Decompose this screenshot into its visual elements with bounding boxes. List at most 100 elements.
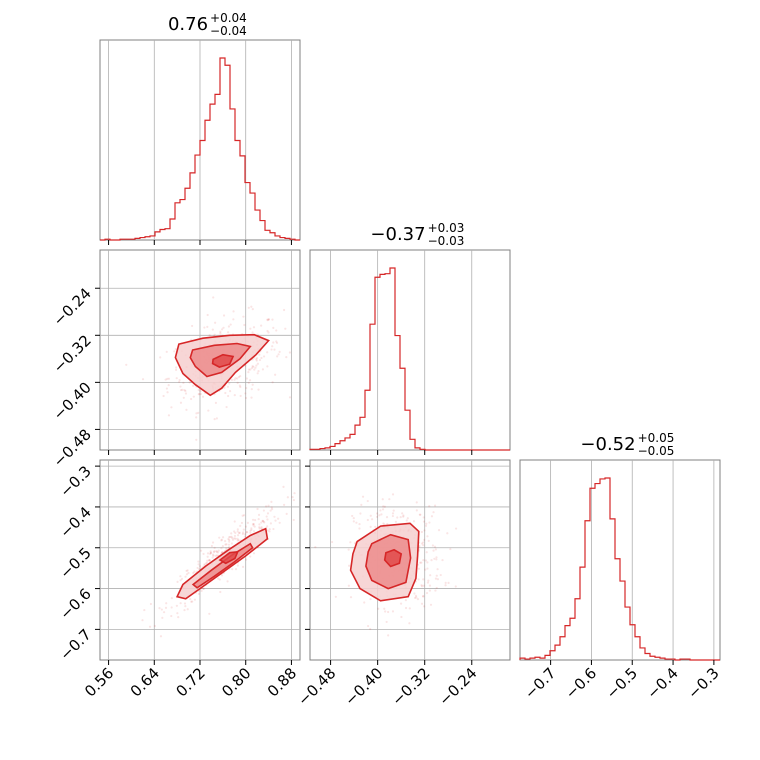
sample-point	[444, 584, 447, 587]
sample-point	[175, 366, 178, 369]
sample-point	[225, 547, 228, 550]
y-tick-label-2: −0.5	[56, 544, 94, 582]
sample-point	[253, 525, 256, 528]
sample-point	[200, 589, 203, 592]
sample-point	[220, 538, 223, 541]
sample-point	[402, 515, 405, 518]
sample-point	[206, 313, 209, 317]
sample-point	[293, 492, 296, 495]
sample-point	[266, 318, 269, 321]
sample-point	[276, 355, 279, 358]
sample-point	[226, 385, 230, 388]
sample-point	[255, 364, 258, 367]
sample-point	[159, 635, 163, 638]
contour-line-2	[211, 353, 235, 368]
sample-point	[165, 602, 168, 605]
contour-panel-2: −0.48 −0.40 −0.32 −0.24	[294, 459, 511, 709]
sample-point	[250, 396, 253, 399]
sample-point	[236, 381, 239, 384]
sample-point	[302, 381, 304, 383]
sample-point	[179, 579, 182, 582]
sample-point	[202, 587, 205, 590]
sample-point	[170, 597, 173, 600]
sample-point	[245, 377, 248, 380]
sample-point	[266, 529, 269, 532]
sample-point	[141, 619, 144, 622]
sample-point	[190, 600, 193, 603]
sample-point	[178, 380, 181, 384]
sample-point	[179, 602, 182, 605]
sample-point	[272, 326, 275, 329]
sample-point	[255, 359, 258, 362]
contour-panel-0: −0.48−0.40−0.32−0.24	[50, 249, 306, 471]
contour-content-0	[125, 296, 306, 441]
sample-point	[271, 381, 274, 384]
sample-point	[383, 505, 386, 508]
sample-point	[162, 394, 165, 398]
sample-point	[378, 514, 381, 517]
sample-point	[143, 608, 146, 612]
y-tick-label-3: −0.24	[50, 284, 95, 329]
sample-point	[176, 612, 179, 615]
sample-point	[227, 394, 230, 398]
sample-point	[273, 515, 276, 518]
sample-point	[201, 395, 205, 398]
sample-point	[209, 551, 213, 554]
sample-point	[220, 574, 224, 577]
sample-point	[434, 577, 438, 580]
sample-point	[239, 524, 242, 527]
sample-point	[304, 345, 306, 347]
sample-point	[385, 620, 388, 624]
sample-point	[226, 331, 230, 334]
y-tick-label-0: −0.48	[50, 426, 95, 471]
sample-point	[160, 608, 163, 611]
sample-point	[178, 378, 181, 382]
sample-point	[371, 518, 374, 521]
sample-point	[408, 607, 411, 610]
sample-point	[285, 512, 288, 515]
sample-point	[433, 504, 437, 507]
sample-point	[258, 353, 261, 356]
sample-point	[233, 534, 237, 538]
sample-point	[230, 378, 234, 381]
sample-point	[244, 392, 247, 395]
sample-point	[363, 601, 366, 604]
sample-point	[256, 362, 260, 365]
sample-point	[437, 528, 441, 532]
sample-point	[251, 308, 254, 311]
sample-point	[191, 600, 194, 603]
sample-point	[352, 517, 355, 520]
sample-point	[236, 377, 239, 380]
sample-point	[238, 531, 241, 534]
sample-point	[208, 559, 211, 562]
sample-point	[405, 519, 408, 522]
contour-fill-1	[193, 543, 253, 588]
sample-point	[262, 520, 265, 523]
sample-point	[148, 625, 152, 628]
sample-point	[233, 537, 236, 540]
sample-point	[413, 596, 417, 600]
sample-point	[252, 552, 256, 555]
sample-point	[179, 401, 183, 404]
sample-point	[230, 535, 233, 538]
sample-point	[267, 318, 270, 321]
sample-point	[161, 616, 164, 619]
sample-point	[366, 518, 369, 522]
x-tick-label-0: −0.48	[294, 664, 339, 709]
sample-point	[214, 401, 218, 404]
sample-point	[435, 556, 438, 559]
sample-point	[182, 396, 185, 399]
sample-point	[183, 388, 186, 392]
sample-point	[236, 564, 239, 567]
sample-point	[284, 327, 287, 330]
sample-point	[270, 500, 273, 503]
sample-point	[400, 615, 403, 619]
sample-point	[176, 580, 179, 583]
sample-point	[212, 554, 215, 557]
param-title-minus-1: −0.03	[428, 234, 465, 248]
sample-point	[379, 509, 382, 512]
sample-point	[270, 508, 274, 511]
sample-point	[375, 512, 379, 515]
sample-point	[273, 348, 276, 351]
sample-point	[404, 599, 407, 602]
